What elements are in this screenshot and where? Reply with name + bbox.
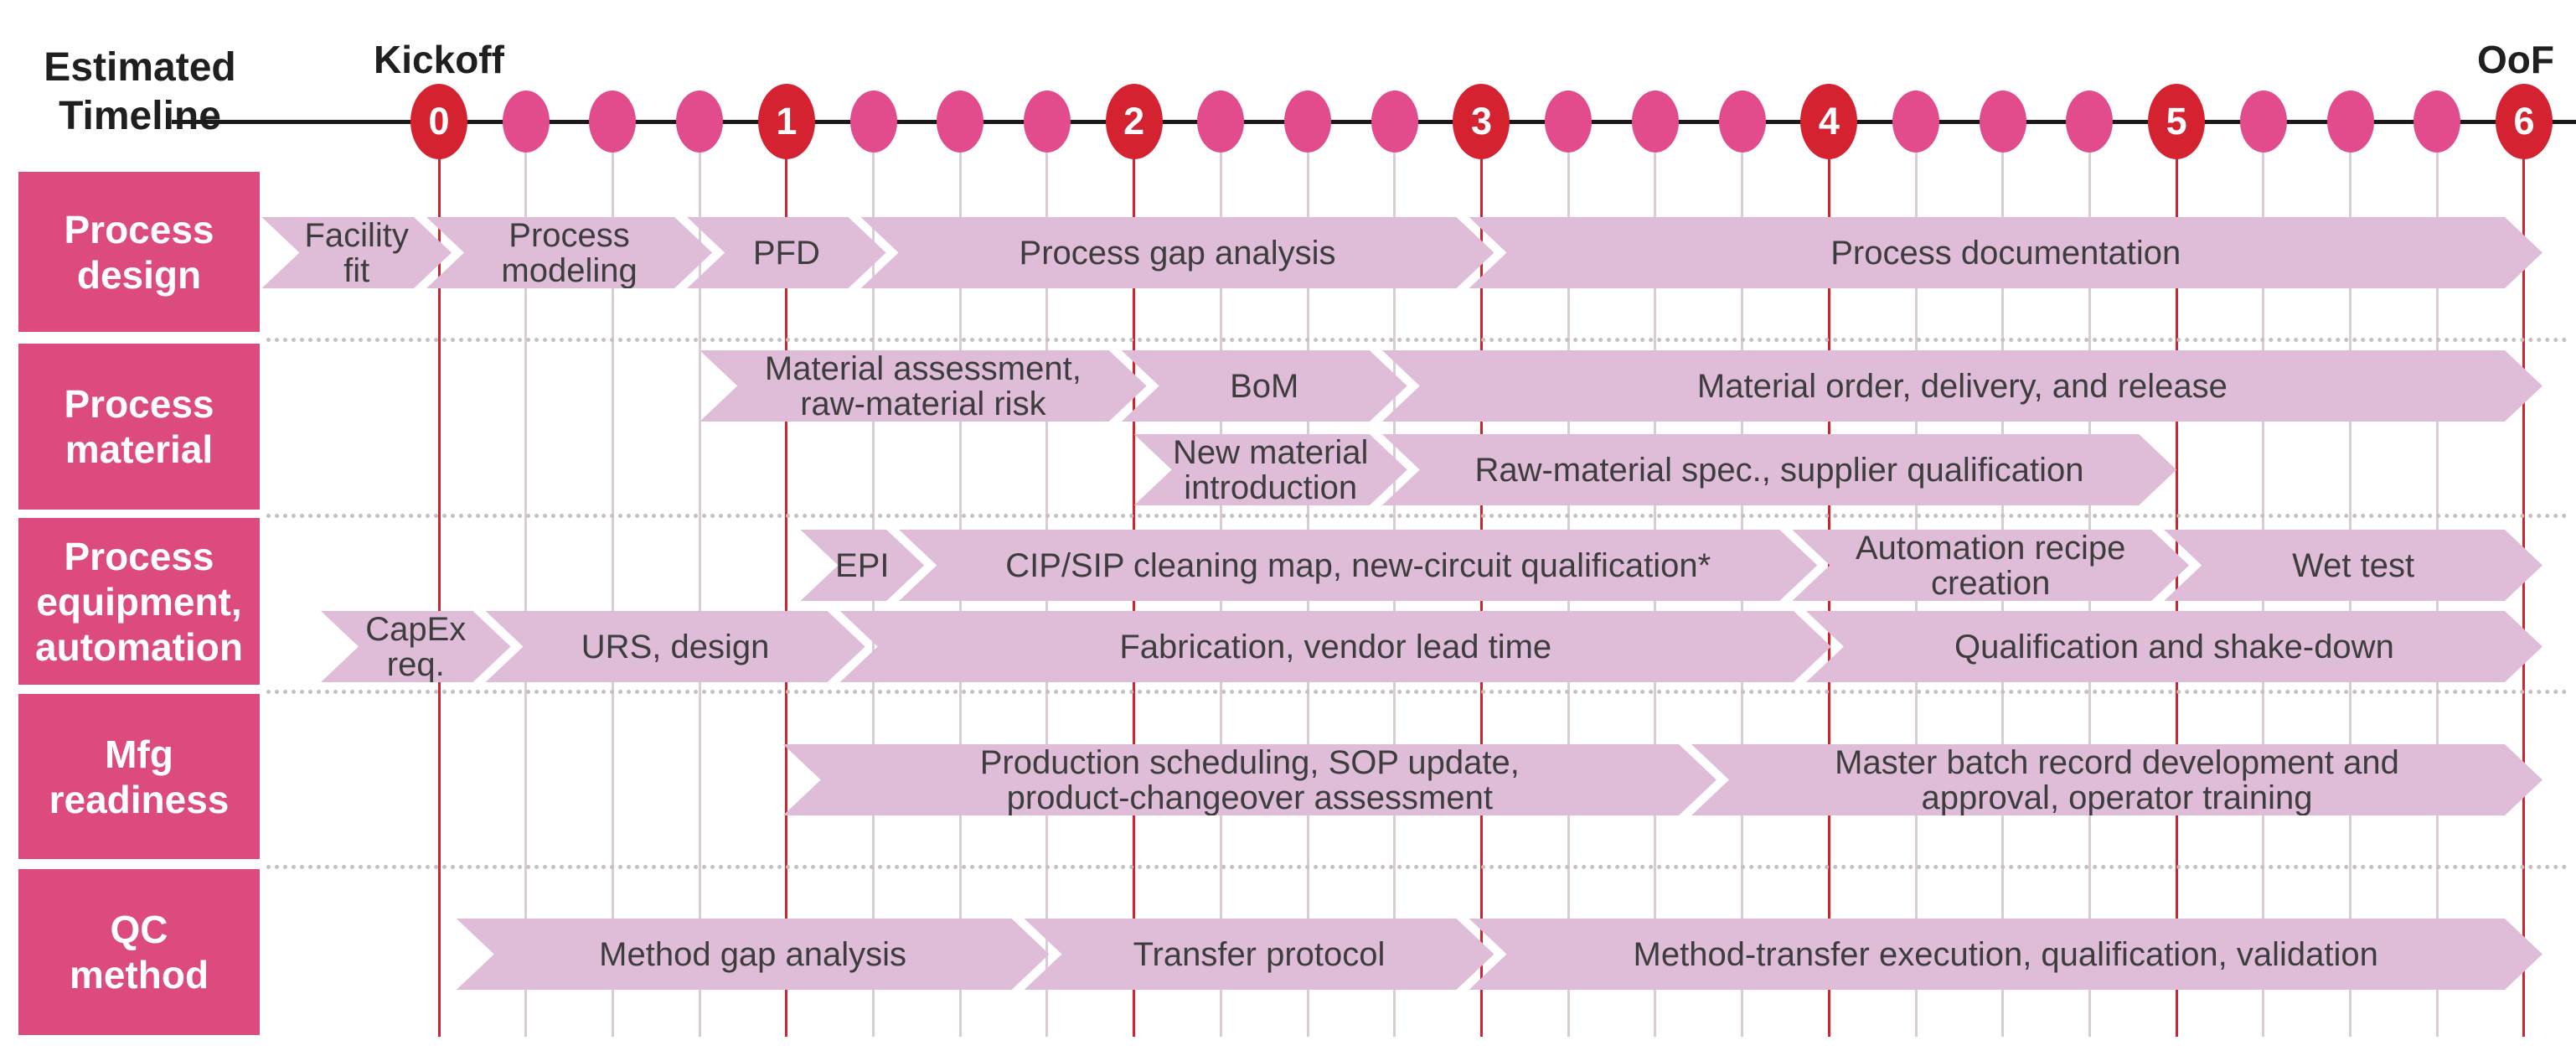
tick-number: 6 xyxy=(2513,100,2535,142)
task-bar-label: Fabrication, vendor lead time xyxy=(1119,628,1552,665)
task-bar: Fabrication, vendor lead time xyxy=(839,611,1831,682)
minor-gridline xyxy=(698,149,701,1037)
lane-label: Process design xyxy=(18,172,260,332)
lane-separator xyxy=(266,690,2568,694)
minor-tick-dot xyxy=(849,91,897,153)
task-bar-label: Material assessment, raw-material risk xyxy=(764,349,1082,422)
task-bar-label: Method gap analysis xyxy=(599,935,907,973)
major-tick-dot: 4 xyxy=(1800,84,1858,159)
task-bar-label: Process modeling xyxy=(501,216,638,289)
task-bar-label: New material introduction xyxy=(1173,433,1369,506)
major-tick-dot: 3 xyxy=(1453,84,1510,159)
minor-gridline xyxy=(611,149,614,1037)
task-bar-label: CapEx req. xyxy=(365,610,467,683)
task-bar-label: Production scheduling, SOP update, produ… xyxy=(979,743,1520,816)
task-bar: Material order, delivery, and release xyxy=(1381,350,2542,422)
task-bar: Process documentation xyxy=(1469,217,2542,288)
task-bar: Transfer protocol xyxy=(1024,919,1494,990)
task-bar-label: Facility fit xyxy=(304,216,409,289)
task-bar-label: Automation recipe creation xyxy=(1856,529,2126,602)
kickoff-label: Kickoff xyxy=(374,38,504,81)
task-bar: Raw-material spec., supplier qualificati… xyxy=(1381,434,2177,505)
minor-tick-dot xyxy=(1718,91,1766,153)
task-bar: Production scheduling, SOP update, produ… xyxy=(782,743,1716,816)
major-tick-dot: 6 xyxy=(2495,84,2553,159)
tick-number: 4 xyxy=(1818,100,1840,142)
task-bar-label: Process documentation xyxy=(1830,234,2181,272)
task-bar: Automation recipe creation xyxy=(1792,529,2190,602)
lane-separator xyxy=(266,514,2568,518)
minor-tick-dot xyxy=(1197,91,1245,153)
task-bar: Facility fit xyxy=(261,217,452,288)
minor-tick-dot xyxy=(1023,91,1071,153)
minor-tick-dot xyxy=(1284,91,1332,153)
minor-tick-dot xyxy=(676,91,724,153)
task-bar-label: Method-transfer execution, qualification… xyxy=(1633,935,2378,973)
task-bar-label: Raw-material spec., supplier qualificati… xyxy=(1474,451,2084,489)
minor-tick-dot xyxy=(1371,91,1418,153)
major-gridline xyxy=(437,149,441,1037)
task-bar-label: URS, design xyxy=(581,628,770,665)
task-bar: CIP/SIP cleaning map, new-circuit qualif… xyxy=(899,530,1818,601)
major-tick-dot: 2 xyxy=(1105,84,1163,159)
task-bar-label: PFD xyxy=(752,234,820,272)
minor-tick-dot xyxy=(2239,91,2287,153)
minor-tick-dot xyxy=(1631,91,1679,153)
task-bar-label: Qualification and shake-down xyxy=(1954,628,2394,665)
task-bar-label: Transfer protocol xyxy=(1133,935,1386,973)
task-bar: Master batch record development and appr… xyxy=(1691,744,2542,815)
major-gridline xyxy=(2522,149,2526,1037)
tick-number: 2 xyxy=(1123,100,1145,142)
lane-label: Process material xyxy=(18,344,260,510)
minor-tick-dot xyxy=(1892,91,1940,153)
task-bar: PFD xyxy=(687,217,886,288)
minor-tick-dot xyxy=(1545,91,1593,153)
task-bar-label: Master batch record development and appr… xyxy=(1835,743,2399,816)
oof-label: OoF xyxy=(2477,38,2554,81)
tick-number: 5 xyxy=(2166,100,2187,142)
task-bar-label: CIP/SIP cleaning map, new-circuit qualif… xyxy=(1005,546,1711,584)
major-tick-dot: 0 xyxy=(410,84,467,159)
task-bar: URS, design xyxy=(485,611,865,682)
task-bar-label: EPI xyxy=(835,546,890,584)
task-bar: Material assessment, raw-material risk xyxy=(699,350,1147,422)
task-bar: CapEx req. xyxy=(320,610,511,683)
minor-tick-dot xyxy=(589,91,637,153)
minor-tick-dot xyxy=(502,91,550,153)
minor-tick-dot xyxy=(2066,91,2114,153)
task-bar: Method-transfer execution, qualification… xyxy=(1469,919,2542,990)
task-bar: Qualification and shake-down xyxy=(1805,611,2542,682)
task-bar: Process gap analysis xyxy=(860,217,1494,288)
minor-gridline xyxy=(524,149,528,1037)
lane-label: Process equipment, automation xyxy=(18,518,260,685)
lane-label: QC method xyxy=(18,869,260,1035)
tick-number: 0 xyxy=(428,100,450,142)
task-bar: Process modeling xyxy=(426,216,713,289)
minor-tick-dot xyxy=(937,91,984,153)
lane-separator xyxy=(266,865,2568,869)
task-bar: EPI xyxy=(800,530,925,601)
lane-label: Mfg readiness xyxy=(18,694,260,859)
task-bar: Method gap analysis xyxy=(456,919,1050,990)
tick-number: 3 xyxy=(1470,100,1492,142)
task-bar-label: Material order, delivery, and release xyxy=(1696,367,2228,405)
lane-separator xyxy=(266,338,2568,342)
task-bar-label: Wet test xyxy=(2292,546,2415,584)
figure-title: Estimated Timeline xyxy=(44,45,236,138)
task-bar: Wet test xyxy=(2164,530,2542,601)
task-bar-label: BoM xyxy=(1230,367,1299,405)
minor-tick-dot xyxy=(1979,91,2026,153)
major-tick-dot: 1 xyxy=(757,84,815,159)
minor-tick-dot xyxy=(2326,91,2374,153)
major-gridline xyxy=(785,149,788,1037)
minor-tick-dot xyxy=(2413,91,2461,153)
task-bar: New material introduction xyxy=(1133,433,1407,506)
task-bar-label: Process gap analysis xyxy=(1019,234,1336,272)
task-bar: BoM xyxy=(1121,350,1407,422)
major-tick-dot: 5 xyxy=(2148,84,2206,159)
tick-number: 1 xyxy=(776,100,798,142)
